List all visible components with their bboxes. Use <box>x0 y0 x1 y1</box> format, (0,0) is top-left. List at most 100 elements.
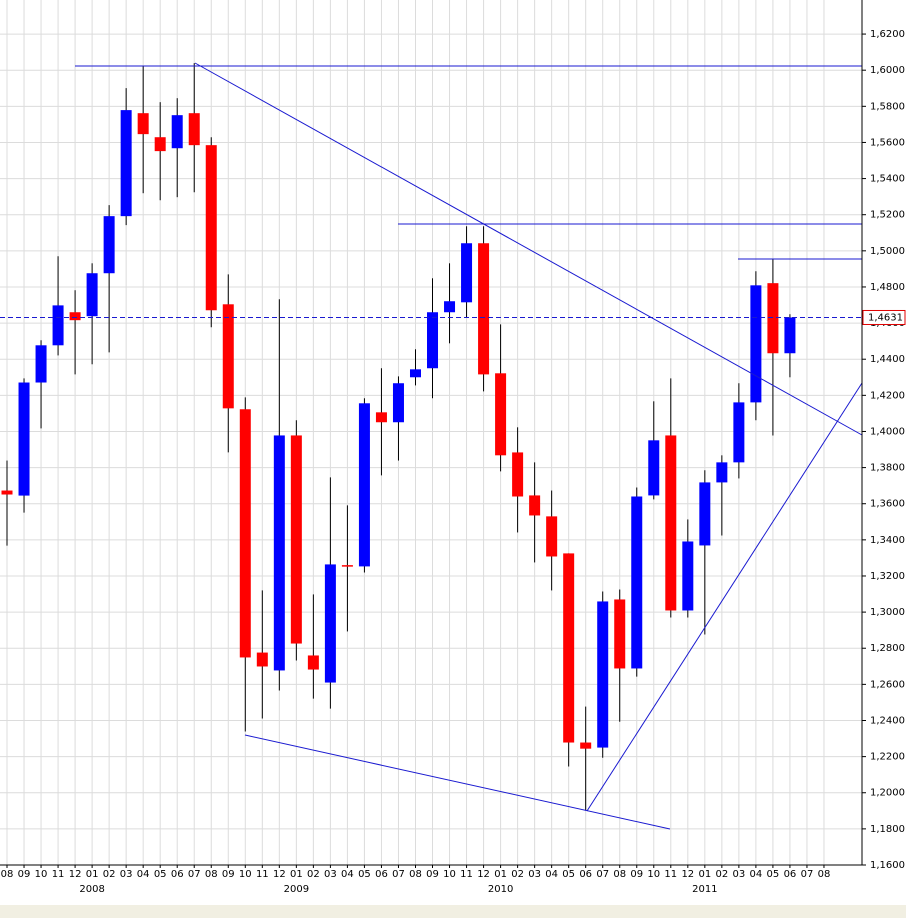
y-tick-label: 1,3600 <box>870 499 905 510</box>
candle-body <box>137 113 149 135</box>
candle-body <box>716 462 728 483</box>
year-label: 2011 <box>692 884 717 895</box>
candle-body <box>444 301 456 313</box>
x-tick-label: 04 <box>137 869 150 880</box>
candle-body <box>188 113 200 146</box>
x-tick-label: 03 <box>324 869 337 880</box>
y-tick-label: 1,3000 <box>870 607 905 618</box>
candle-body <box>18 382 30 496</box>
y-tick-label: 1,2200 <box>870 752 905 763</box>
candle-body <box>409 369 421 378</box>
trend-line <box>194 62 863 436</box>
x-tick-label: 06 <box>171 869 184 880</box>
x-tick-label: 10 <box>647 869 660 880</box>
x-tick-label: 08 <box>409 869 422 880</box>
x-tick-label: 09 <box>222 869 235 880</box>
x-tick-label: 06 <box>579 869 592 880</box>
candle-body <box>461 243 473 303</box>
x-tick-label: 11 <box>460 869 473 880</box>
x-tick-label: 04 <box>545 869 558 880</box>
candle-body <box>767 283 779 354</box>
y-tick-label: 1,3200 <box>870 571 905 582</box>
candle-body <box>171 115 183 149</box>
candle-body <box>239 409 251 658</box>
labels: 1,1600 1,1800 1,2000 1,2200 1,2400 1,2600 1,28… <box>0 29 906 895</box>
x-tick-label: 09 <box>18 869 31 880</box>
x-tick-label: 10 <box>35 869 48 880</box>
y-tick-label: 1,2800 <box>870 643 905 654</box>
x-tick-label: 12 <box>681 869 694 880</box>
candle-body <box>614 599 626 669</box>
x-tick-label: 03 <box>733 869 746 880</box>
x-tick-label: 08 <box>1 869 14 880</box>
x-tick-label: 01 <box>494 869 507 880</box>
y-tick-label: 1,5800 <box>870 101 905 112</box>
x-tick-label: 10 <box>239 869 252 880</box>
candle-body <box>478 243 490 375</box>
x-tick-label: 11 <box>256 869 269 880</box>
x-tick-label: 08 <box>205 869 218 880</box>
candle-body <box>290 435 302 644</box>
candle-body <box>512 452 524 497</box>
y-tick-label: 1,4800 <box>870 282 905 293</box>
candle-body <box>273 435 285 671</box>
x-tick-label: 02 <box>715 869 728 880</box>
x-tick-label: 10 <box>443 869 456 880</box>
x-tick-label: 01 <box>290 869 303 880</box>
x-tick-label: 02 <box>307 869 320 880</box>
x-tick-label: 04 <box>341 869 354 880</box>
year-label: 2010 <box>488 884 513 895</box>
x-tick-label: 07 <box>392 869 405 880</box>
candle-body <box>1 490 13 495</box>
x-tick-label: 12 <box>69 869 82 880</box>
y-tick-label: 1,1600 <box>870 860 905 871</box>
candle-body <box>750 285 762 403</box>
x-tick-label: 05 <box>767 869 780 880</box>
x-tick-label: 06 <box>784 869 797 880</box>
y-tick-label: 1,4000 <box>870 426 905 437</box>
candle-body <box>597 601 609 748</box>
candle-body <box>784 317 796 354</box>
candle-body <box>205 145 217 311</box>
x-tick-label: 09 <box>630 869 643 880</box>
y-tick-label: 1,2400 <box>870 715 905 726</box>
candles <box>1 63 796 811</box>
candle-body <box>392 383 404 423</box>
year-label: 2008 <box>79 884 104 895</box>
x-tick-label: 07 <box>596 869 609 880</box>
candle-body <box>358 403 370 567</box>
trend-line <box>586 382 863 812</box>
candle-body <box>341 565 353 567</box>
candle-body <box>427 312 439 369</box>
x-tick-label: 07 <box>188 869 201 880</box>
x-tick-label: 04 <box>750 869 763 880</box>
x-tick-label: 09 <box>426 869 439 880</box>
candle-body <box>222 304 234 409</box>
x-tick-label: 08 <box>818 869 831 880</box>
y-tick-label: 1,5400 <box>870 174 905 185</box>
year-label: 2009 <box>284 884 309 895</box>
candle-body <box>546 516 558 557</box>
candle-body <box>648 440 660 496</box>
candle-body <box>154 137 166 152</box>
candle-body <box>256 652 268 667</box>
candle-body <box>375 412 387 423</box>
x-tick-label: 01 <box>86 869 99 880</box>
y-tick-label: 1,5200 <box>870 210 905 221</box>
y-tick-label: 1,2600 <box>870 679 905 690</box>
y-tick-label: 1,4400 <box>870 354 905 365</box>
x-tick-label: 05 <box>154 869 167 880</box>
x-tick-label: 06 <box>375 869 388 880</box>
candle-body <box>69 312 81 321</box>
x-tick-label: 12 <box>477 869 490 880</box>
y-tick-label: 1,5600 <box>870 137 905 148</box>
x-tick-label: 03 <box>528 869 541 880</box>
y-tick-label: 1,4200 <box>870 390 905 401</box>
candle-body <box>103 216 115 274</box>
status-strip <box>0 905 906 918</box>
trend-lines <box>75 62 863 830</box>
candle-body <box>529 495 541 516</box>
x-tick-label: 12 <box>273 869 286 880</box>
